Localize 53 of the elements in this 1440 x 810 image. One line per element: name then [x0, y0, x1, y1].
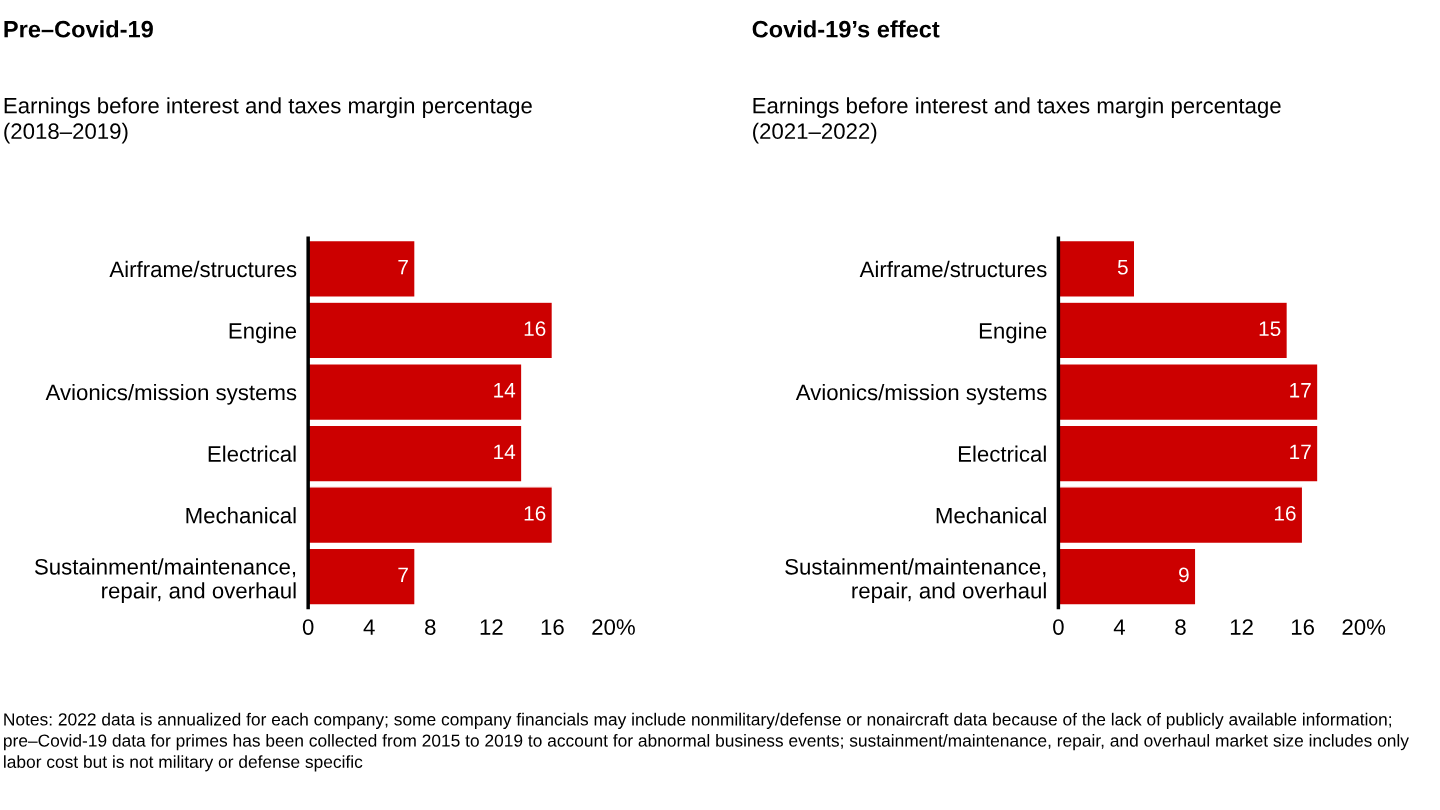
x-tick-label: 12 [480, 619, 503, 635]
y-tick-label: Sustainment/maintenance, repair, and overhaul [34, 558, 296, 603]
data-label: 14 [494, 383, 516, 398]
x-tick-label: 4 [1113, 619, 1125, 635]
bar [308, 301, 554, 360]
y-tick-label: Mechanical [936, 507, 1046, 524]
text: Pre–Covid-19 [4, 20, 153, 38]
bar [1058, 239, 1136, 298]
data-label: 7 [398, 567, 408, 583]
y-tick-label: Electrical [958, 445, 1046, 462]
bar [308, 424, 523, 483]
bar [1058, 301, 1289, 360]
bar [308, 547, 416, 606]
data-label: 16 [524, 321, 546, 337]
bar [1058, 547, 1197, 606]
x-tick-label: 12 [1230, 619, 1253, 635]
x-tick-label: 4 [363, 619, 375, 635]
bar [308, 239, 416, 298]
y-tick-label: Sustainment/maintenance, repair, and overhaul [785, 558, 1046, 603]
data-label: 15 [1259, 321, 1281, 337]
y-tick-label: Avionics/mission systems [795, 383, 1047, 405]
bar [1058, 363, 1319, 422]
y-tick-label: Electrical [208, 445, 296, 462]
x-tick-label: 0 [1053, 619, 1064, 635]
data-label: 16 [524, 506, 546, 521]
bar [308, 486, 554, 545]
y-tick-label: Mechanical [186, 507, 296, 524]
bar [308, 363, 523, 422]
data-label: 17 [1290, 383, 1311, 398]
x-tick-label: 20% [592, 619, 635, 635]
bar [1058, 424, 1319, 483]
data-label: 5 [1117, 259, 1128, 275]
y-tick-label: Airframe/structures [109, 260, 297, 278]
data-label: 17 [1290, 444, 1311, 459]
data-label: 7 [398, 259, 408, 275]
data-label: 14 [494, 444, 516, 459]
data-label: 9 [1179, 567, 1189, 583]
chart-subtitle: Earnings before interest and taxes margin percentage (2021–2022) [753, 97, 1281, 144]
x-tick-label: 16 [541, 619, 564, 635]
data-label: 16 [1274, 506, 1296, 521]
chart-subtitle: Earnings before interest and taxes margin percentage (2018–2019) [4, 97, 532, 144]
y-tick-label: Avionics/mission systems [45, 383, 297, 405]
x-tick-label: 0 [302, 619, 314, 635]
text: Notes: 2022 data is annualized for each company; some company financials may include nonmilitary/defense or nonaircraft data because of the lack of publicly available information; pre–Covid-19 data for primes has been collected from 2015 to 2019 to account for abnormal business events; sustainment/maintenance, repair, and overhaul market size includes only labor cost but is not military or defense specific [4, 712, 1409, 772]
y-tick-label: Airframe/structures [859, 260, 1047, 278]
x-tick-label: 8 [1175, 619, 1186, 635]
y-tick-label: Engine [979, 322, 1047, 344]
bar [1058, 486, 1304, 545]
y-tick-label: Engine [229, 322, 297, 344]
text: Covid-19’s effect [752, 20, 940, 38]
x-tick-label: 20% [1342, 619, 1386, 635]
x-tick-label: 16 [1291, 619, 1315, 635]
x-tick-label: 8 [425, 619, 436, 635]
